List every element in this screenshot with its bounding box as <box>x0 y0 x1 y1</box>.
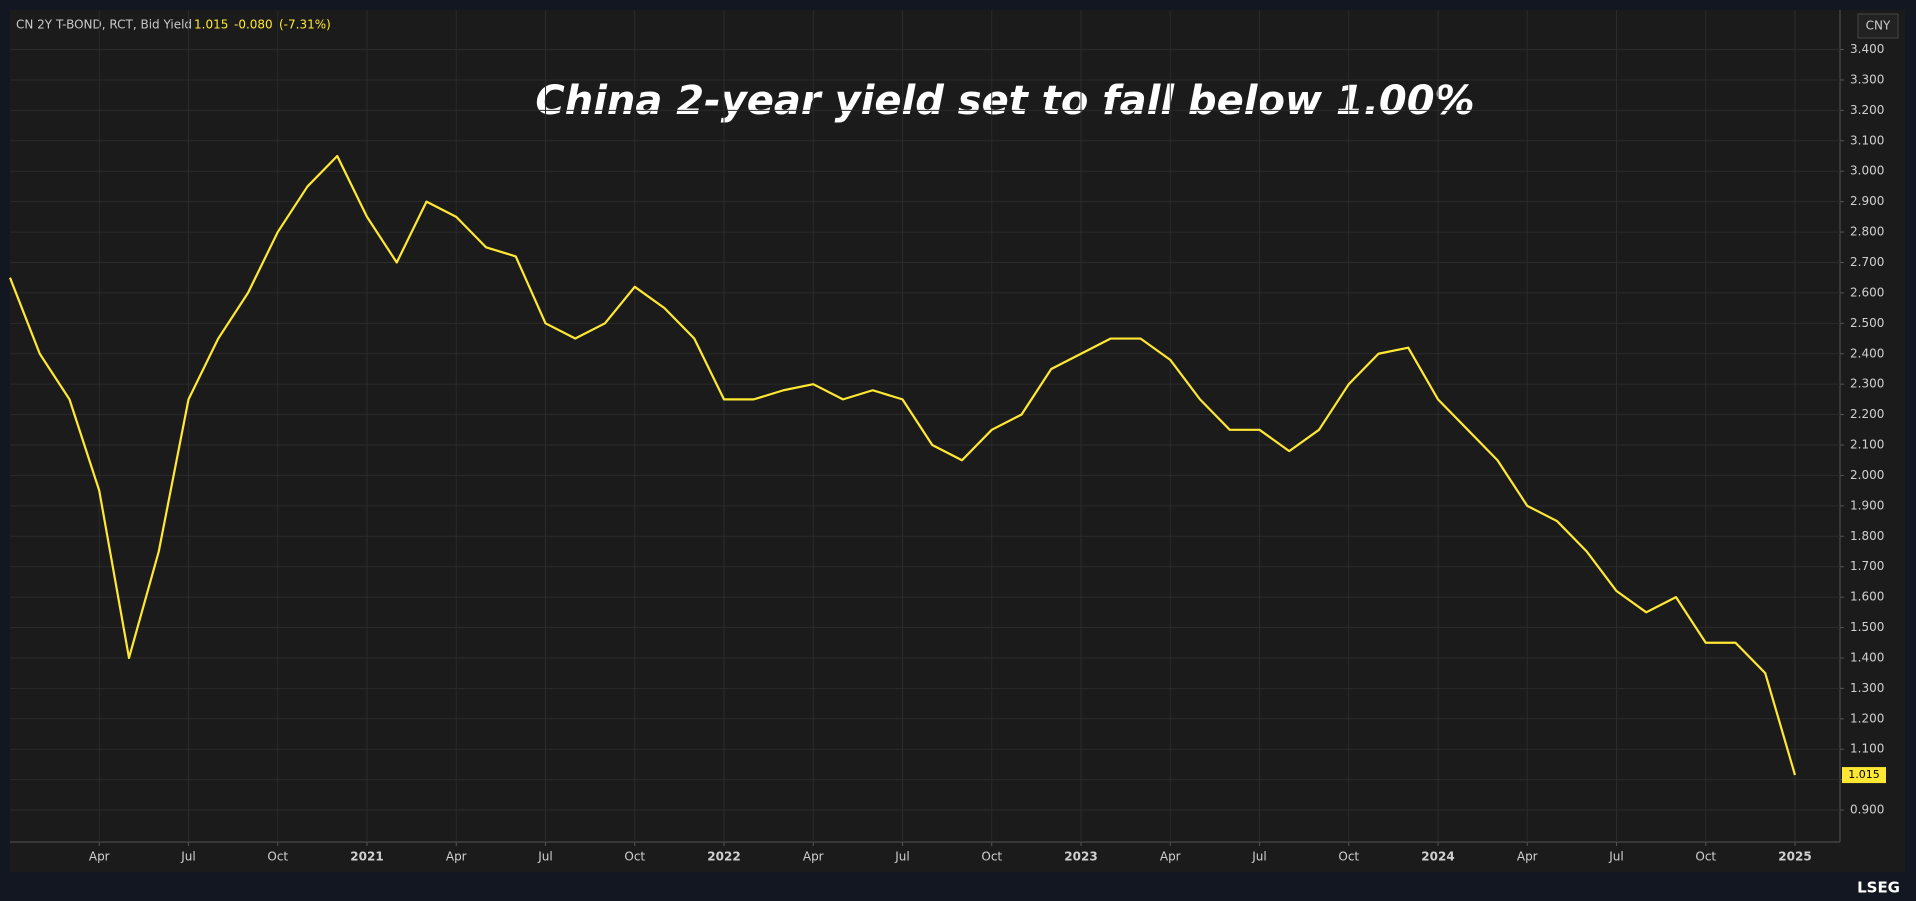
currency-box[interactable] <box>1857 13 1899 39</box>
x-tick-label: Oct <box>267 850 288 864</box>
x-tick-label: Oct <box>624 850 645 864</box>
x-tick-label: Apr <box>446 850 467 864</box>
x-tick-label: 2023 <box>1064 850 1097 864</box>
change: -0.080 <box>234 18 273 32</box>
y-tick-label: 1.100 <box>1850 742 1884 756</box>
x-tick-label: Apr <box>1160 850 1181 864</box>
last-value-box <box>1842 767 1886 784</box>
x-tick-label: Oct <box>1695 850 1716 864</box>
y-tick-label: 1.200 <box>1850 711 1884 725</box>
x-tick-label: Jul <box>894 850 909 864</box>
x-tick-label: 2022 <box>707 850 740 864</box>
y-tick-label: 2.900 <box>1850 194 1884 208</box>
y-tick-label: 3.000 <box>1850 164 1884 178</box>
y-tick-label: 2.800 <box>1850 225 1884 239</box>
last: 1.015 <box>194 18 228 32</box>
y-tick-label: 2.300 <box>1850 377 1884 391</box>
x-tick-label: Apr <box>803 850 824 864</box>
y-tick-label: 2.100 <box>1850 438 1884 452</box>
x-tick-label: Oct <box>981 850 1002 864</box>
y-tick-label: 1.300 <box>1850 681 1884 695</box>
instrument: CN 2Y T-BOND, RCT, Bid Yield <box>16 18 192 32</box>
line <box>8 154 1797 776</box>
y-tick-label: 1.800 <box>1850 529 1884 543</box>
y-tick-label: 2.400 <box>1850 346 1884 360</box>
y-tick-label: 3.300 <box>1850 72 1884 86</box>
y-tick-label: 3.100 <box>1850 133 1884 147</box>
y-tick-label: 2.500 <box>1850 316 1884 330</box>
currency[interactable]: CNY <box>1866 19 1891 33</box>
y-tick-label: 1.900 <box>1850 498 1884 512</box>
y-tick-label: 3.400 <box>1850 42 1884 56</box>
y-tick-label: 1.500 <box>1850 620 1884 634</box>
y-tick-label: 1.400 <box>1850 650 1884 664</box>
x-tick-label: Oct <box>1338 850 1359 864</box>
x-tick-label: 2021 <box>350 850 383 864</box>
x-tick-label: Jul <box>1251 850 1266 864</box>
panel <box>10 10 1905 872</box>
x-tick-label: Apr <box>1517 850 1538 864</box>
y-tick-label: 1.700 <box>1850 559 1884 573</box>
x-tick-label: Jul <box>1608 850 1623 864</box>
x-tick-label: Jul <box>537 850 552 864</box>
y-tick-label: 2.200 <box>1850 407 1884 421</box>
y-tick-label: 3.200 <box>1850 103 1884 117</box>
y-tick-label: 2.700 <box>1850 255 1884 269</box>
x-tick-label: 2024 <box>1421 850 1454 864</box>
x-tick-label: Apr <box>89 850 110 864</box>
y-tick-label: 1.600 <box>1850 590 1884 604</box>
y-tick-label: 0.900 <box>1850 803 1884 817</box>
y-tick-label: 2.000 <box>1850 468 1884 482</box>
last-value-label: 1.015 <box>1848 768 1880 781</box>
x-tick-label: 2025 <box>1778 850 1811 864</box>
chart-title: China 2-year yield set to fall below 1.0… <box>535 78 1474 124</box>
x-tick-label: Jul <box>180 850 195 864</box>
logo: LSEG <box>1857 879 1900 897</box>
change-pct: (-7.31%) <box>279 18 331 32</box>
y-tick-label: 2.600 <box>1850 285 1884 299</box>
